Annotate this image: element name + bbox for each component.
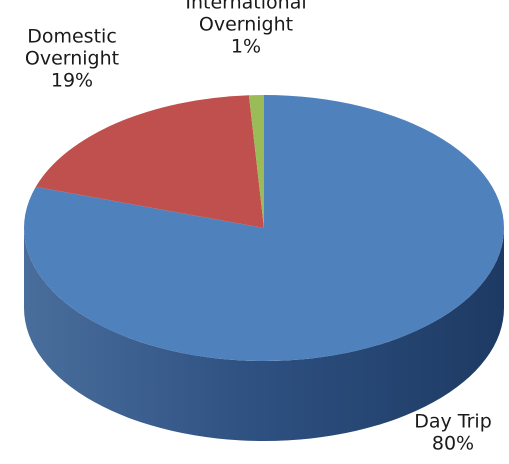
data-label-name: Overnight — [25, 48, 119, 70]
pie-slice-international-overnight — [248, 95, 264, 228]
data-label-value: 80% — [432, 433, 474, 455]
pie-side-layer — [24, 228, 504, 441]
data-label-name: Day Trip — [414, 411, 492, 433]
data-label-name: Overnight — [199, 14, 293, 36]
pie-side-day-trip — [24, 228, 504, 441]
data-label-name: Domestic — [27, 26, 117, 48]
data-label-value: 1% — [231, 36, 261, 58]
pie-slice-domestic-overnight — [35, 95, 265, 228]
pie-label-layer: Day Trip80%DomesticOvernight19%Internati… — [25, 0, 492, 455]
data-label-name: International — [185, 0, 306, 14]
data-label-value: 19% — [51, 70, 93, 92]
pie-top-layer — [24, 95, 505, 361]
